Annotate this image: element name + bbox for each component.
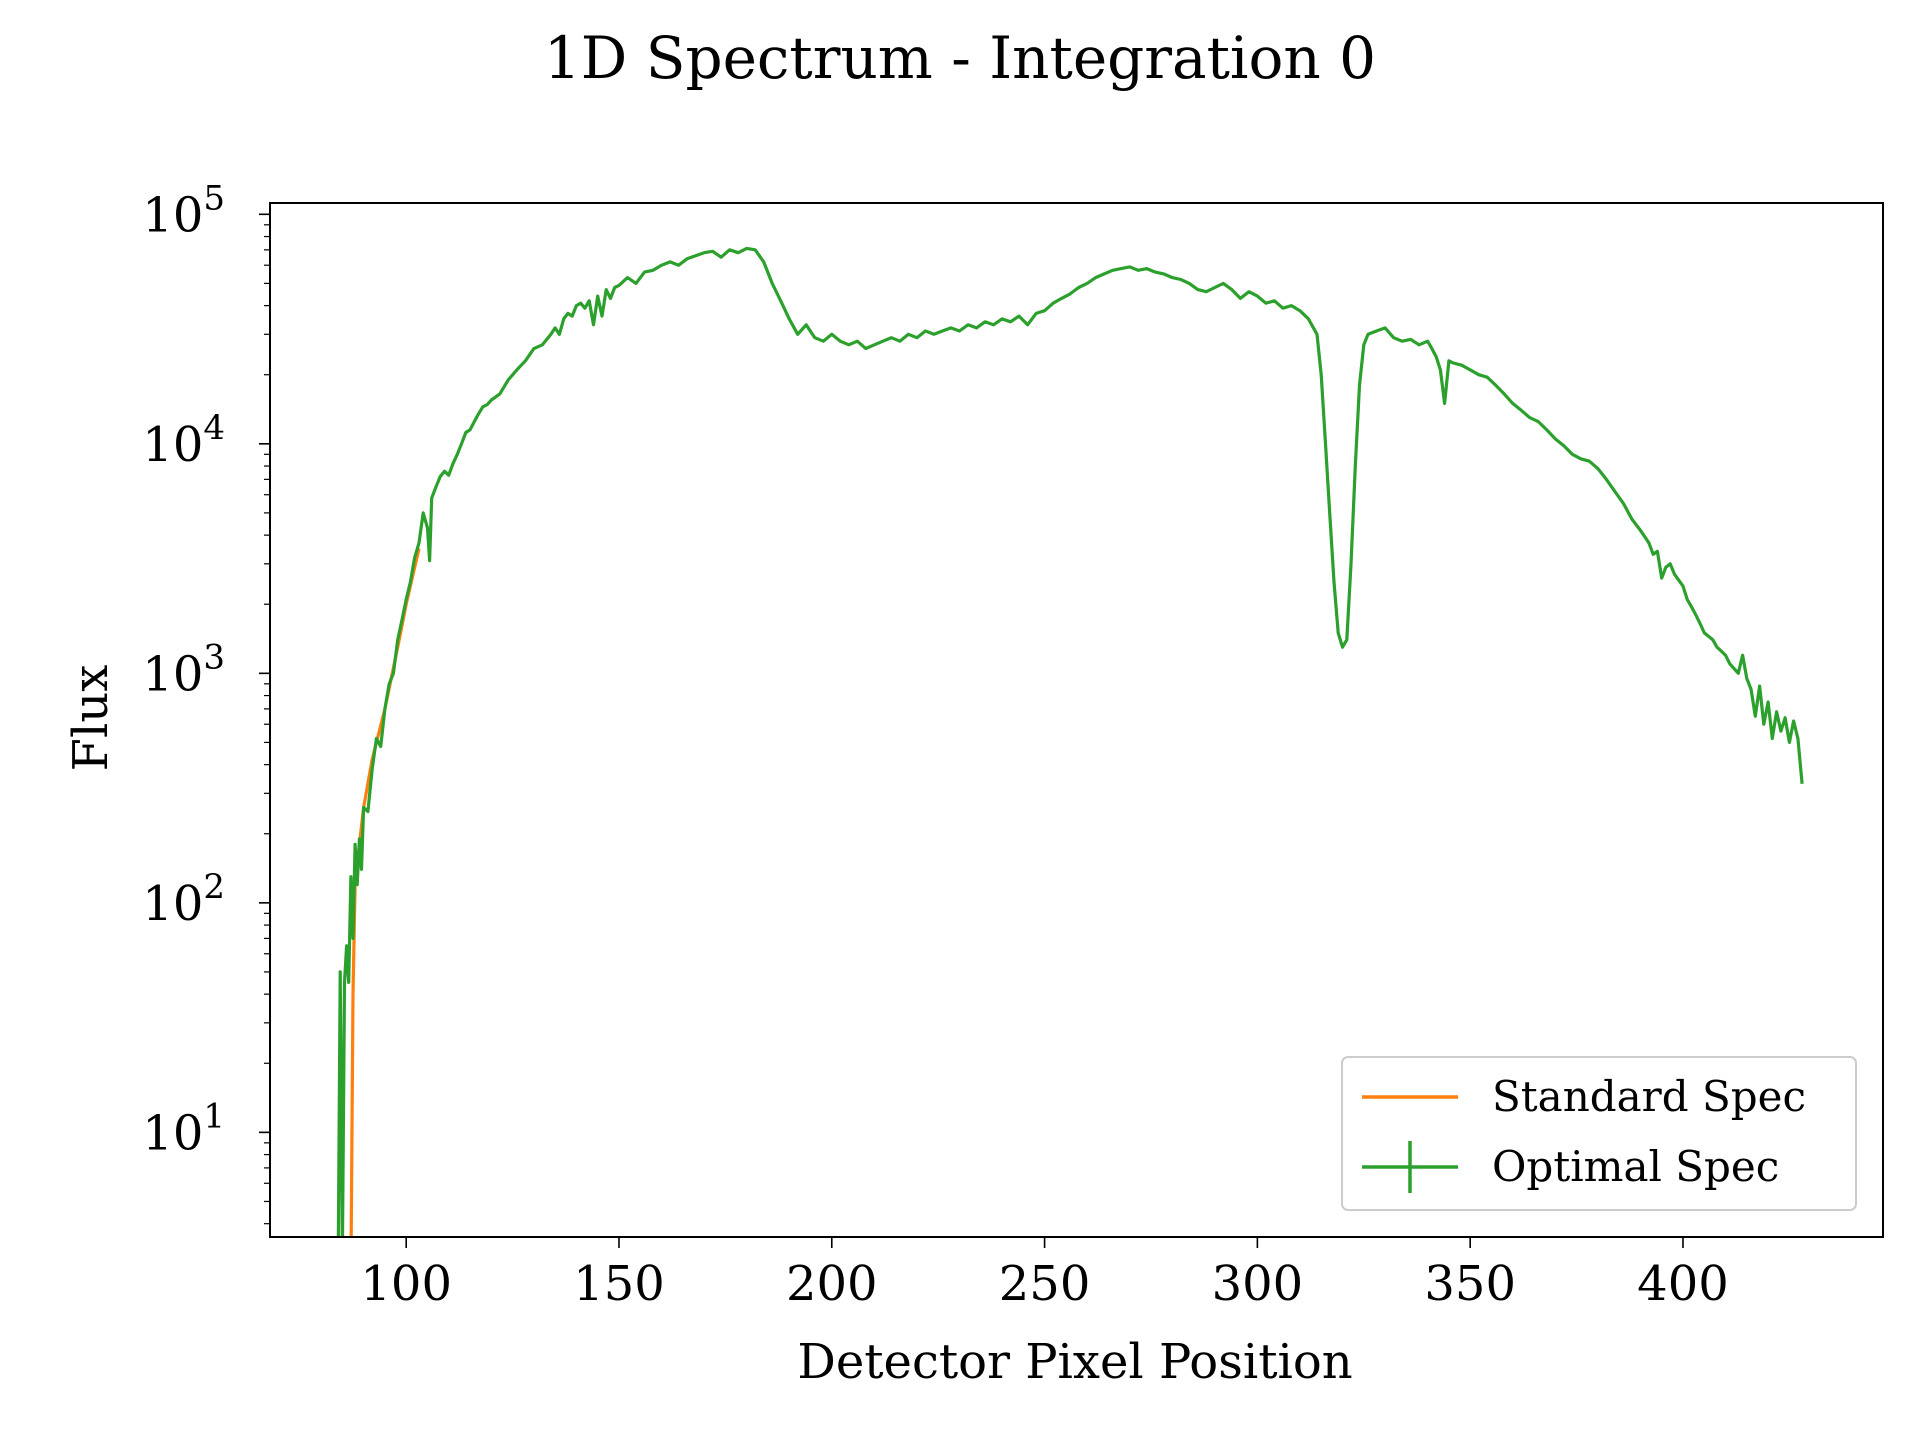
y-tick-label: 102 bbox=[142, 867, 225, 932]
y-axis-ticks: 101 102 103 104 105 bbox=[142, 178, 270, 1225]
legend-label-standard-spec: Standard Spec bbox=[1492, 1072, 1806, 1121]
x-tick-label: 250 bbox=[999, 1256, 1091, 1312]
plot-area bbox=[336, 246, 1804, 1237]
y-tick-label: 105 bbox=[142, 178, 225, 243]
x-tick-label: 300 bbox=[1212, 1256, 1304, 1312]
y-tick-label: 101 bbox=[142, 1096, 225, 1161]
y-tick-label: 104 bbox=[142, 408, 225, 473]
x-tick-label: 400 bbox=[1637, 1256, 1729, 1312]
chart-title: 1D Spectrum - Integration 0 bbox=[544, 24, 1376, 92]
y-tick-label: 103 bbox=[142, 637, 225, 702]
series-line-standard-spec bbox=[349, 548, 421, 1237]
x-tick-label: 100 bbox=[360, 1256, 452, 1312]
plot-frame bbox=[269, 202, 1884, 1238]
x-tick-label: 200 bbox=[786, 1256, 878, 1312]
x-axis-label: Detector Pixel Position bbox=[797, 1334, 1352, 1390]
y-axis-label: Flux bbox=[63, 665, 119, 772]
x-tick-label: 150 bbox=[573, 1256, 665, 1312]
legend-box bbox=[1341, 1056, 1857, 1211]
series-line-optimal-spec bbox=[336, 246, 1804, 1237]
x-tick-label: 350 bbox=[1424, 1256, 1516, 1312]
legend-label-optimal-spec: Optimal Spec bbox=[1492, 1142, 1779, 1191]
legend: Standard Spec Optimal Spec bbox=[1341, 1056, 1857, 1211]
x-axis-ticks: 100 150 200 250 300 350 400 bbox=[360, 1237, 1729, 1312]
